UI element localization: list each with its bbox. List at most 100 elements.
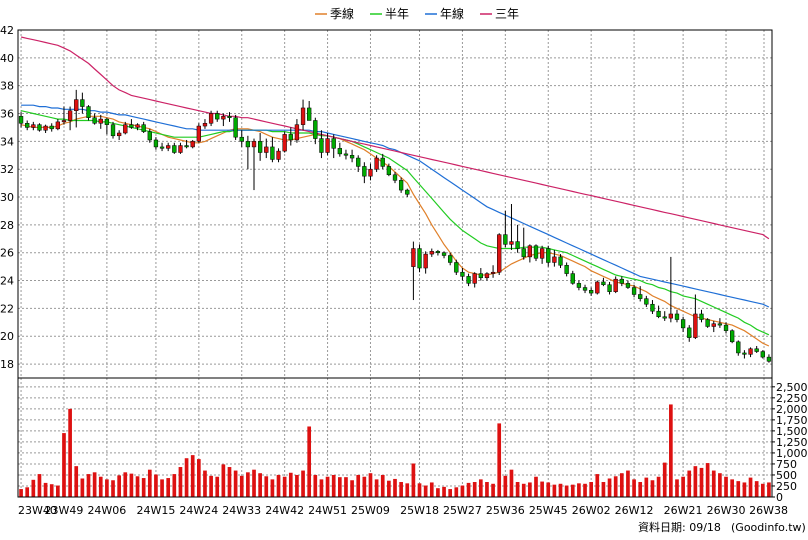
- candle-down: [159, 146, 165, 149]
- volume-bar: [233, 470, 238, 497]
- candle-down: [754, 348, 759, 352]
- candle-up: [202, 123, 208, 127]
- x-tick-label: 24W51: [308, 504, 347, 517]
- volume-bar: [454, 487, 459, 497]
- x-tick-label: 26W30: [707, 504, 746, 517]
- volume-bar: [350, 480, 354, 497]
- candle-down: [723, 324, 729, 331]
- volume-bar: [344, 477, 348, 497]
- candle-up: [67, 110, 73, 121]
- volume-bar: [466, 482, 471, 497]
- volume-bar: [356, 474, 361, 497]
- x-tick-label: 24W15: [136, 504, 175, 517]
- volume-bar: [546, 482, 551, 497]
- candle-up: [135, 124, 140, 128]
- price-tick-label: 24: [0, 275, 14, 288]
- candle-up: [711, 323, 716, 327]
- volume-bar: [601, 482, 606, 497]
- candle-down: [466, 276, 471, 284]
- candle-down: [546, 248, 551, 263]
- volume-tick-label: 2,250: [776, 392, 808, 405]
- volume-bar: [711, 470, 716, 497]
- volume-bar: [31, 479, 36, 497]
- candle-down: [576, 283, 582, 288]
- volume-bar: [767, 482, 771, 497]
- volume-panel-frame: [17, 377, 773, 498]
- volume-bar: [172, 474, 177, 497]
- candle-up: [411, 248, 416, 267]
- candle-up: [472, 273, 477, 284]
- volume-bar: [509, 469, 514, 497]
- volume-bar: [736, 481, 741, 497]
- x-tick-label: 25W18: [400, 504, 439, 517]
- volume-bar: [570, 484, 575, 497]
- price-tick-label: 30: [0, 191, 14, 204]
- volume-bar: [117, 475, 121, 497]
- candle-up: [294, 124, 300, 141]
- candle-down: [25, 123, 30, 128]
- candle-down: [307, 107, 312, 121]
- volume-bar: [693, 466, 698, 497]
- candle-down: [570, 273, 575, 284]
- candle-down: [644, 298, 649, 305]
- candle-down: [110, 124, 116, 137]
- candle-down: [662, 316, 667, 319]
- price-tick-label: 34: [0, 135, 14, 148]
- candle-up: [276, 150, 281, 160]
- price-axis-ticks: 18 20 22 24 26 28 30 32 34 36 38 40 42: [0, 24, 14, 371]
- volume-bar: [92, 472, 97, 497]
- price-tick-label: 18: [0, 358, 14, 371]
- volume-bar: [393, 478, 397, 497]
- candle-up: [55, 121, 60, 130]
- price-tick-label: 40: [0, 52, 14, 65]
- candle-up: [221, 116, 226, 120]
- candle-down: [638, 294, 643, 299]
- volume-bar: [656, 476, 661, 497]
- volume-bar: [166, 478, 171, 497]
- candle-down: [233, 117, 238, 138]
- volume-bar: [282, 476, 287, 497]
- volume-bar: [595, 474, 600, 497]
- candle-up: [595, 281, 600, 294]
- volume-bar: [135, 476, 140, 497]
- volume-bar: [564, 485, 569, 497]
- volume-tick-label: 1,000: [776, 447, 808, 460]
- candle-down: [104, 118, 110, 125]
- candle-down: [730, 330, 735, 343]
- volume-bar: [423, 485, 428, 497]
- x-tick-label: 23W40: [18, 504, 57, 517]
- volume-bar: [319, 479, 324, 497]
- volume-tick-label: 1,750: [776, 414, 808, 427]
- volume-bar: [632, 479, 636, 497]
- volume-bar: [215, 476, 220, 497]
- volume-bar: [252, 469, 256, 497]
- volume-bar: [288, 472, 293, 497]
- volume-bar: [497, 423, 502, 497]
- price-tick-label: 36: [0, 108, 14, 121]
- candle-down: [656, 310, 661, 318]
- volume-tick-label: 1,250: [776, 436, 808, 449]
- candle-down: [270, 146, 275, 160]
- price-tick-label: 42: [0, 24, 14, 37]
- candle-down: [80, 99, 85, 107]
- candle-down: [129, 124, 134, 128]
- candle-down: [631, 287, 637, 295]
- volume-bar: [337, 477, 342, 497]
- volume-bar: [589, 482, 594, 497]
- candle-down: [313, 120, 318, 139]
- volume-bar: [405, 483, 410, 497]
- candle-up: [509, 241, 514, 245]
- moving-average-lines: [20, 36, 770, 347]
- candle-down: [564, 264, 569, 274]
- legend-label-3: 年線: [440, 6, 464, 21]
- volume-bar: [460, 485, 465, 497]
- volume-bar: [448, 489, 453, 497]
- candle-down: [503, 234, 508, 245]
- price-tick-label: 38: [0, 80, 14, 93]
- candle-down: [257, 141, 263, 153]
- volume-bar: [111, 480, 115, 497]
- volume-bar: [699, 467, 704, 497]
- legend: 季線 半年 年線 三年: [315, 6, 519, 21]
- volume-bar: [86, 474, 91, 497]
